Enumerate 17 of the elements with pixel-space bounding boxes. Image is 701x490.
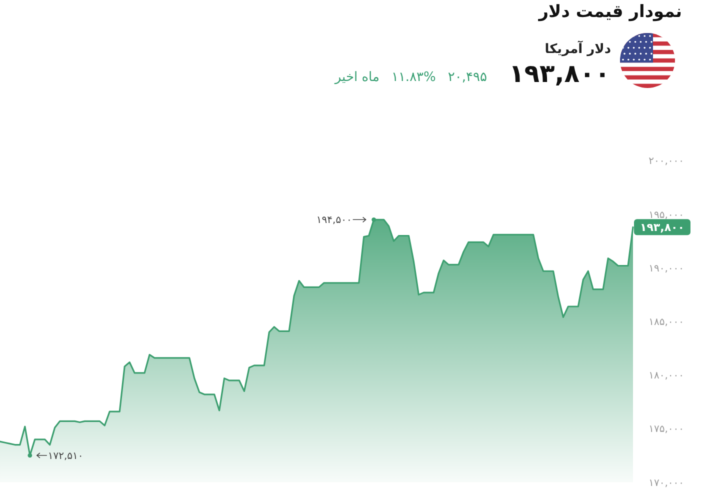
data-label: ۱۹۳,۸۰۰ (640, 221, 684, 234)
annotation: ماه اخیر (334, 70, 380, 85)
title: نمودار قیمت دلار (538, 2, 682, 22)
subtitle: دلار آمریکا (544, 42, 611, 57)
ytick: ۱۷۰,۰۰۰ (648, 478, 684, 489)
annotation: ۲۰,۴۹۵ (448, 70, 487, 85)
value-label: ۱۹۳,۸۰۰ (634, 219, 690, 236)
value-label: ۱۹۴,۵۰۰ (316, 215, 352, 226)
ytick: ۱۸۰,۰۰۰ (648, 370, 684, 382)
ytick: ۱۹۵,۰۰۰ (648, 210, 684, 221)
annotation: ۱۱.۸۳% (391, 70, 436, 85)
ytick: ۱۹۰,۰۰۰ (648, 263, 684, 274)
annotation: ۱۹۳,۸۰۰ (508, 59, 610, 88)
ytick: ۲۰۰,۰۰۰ (648, 156, 684, 168)
value-label: ۱۷۲,۵۱۰ (48, 450, 84, 462)
ytick: ۱۷۵,۰۰۰ (648, 424, 684, 436)
ytick: ۱۸۵,۰۰۰ (648, 317, 684, 328)
